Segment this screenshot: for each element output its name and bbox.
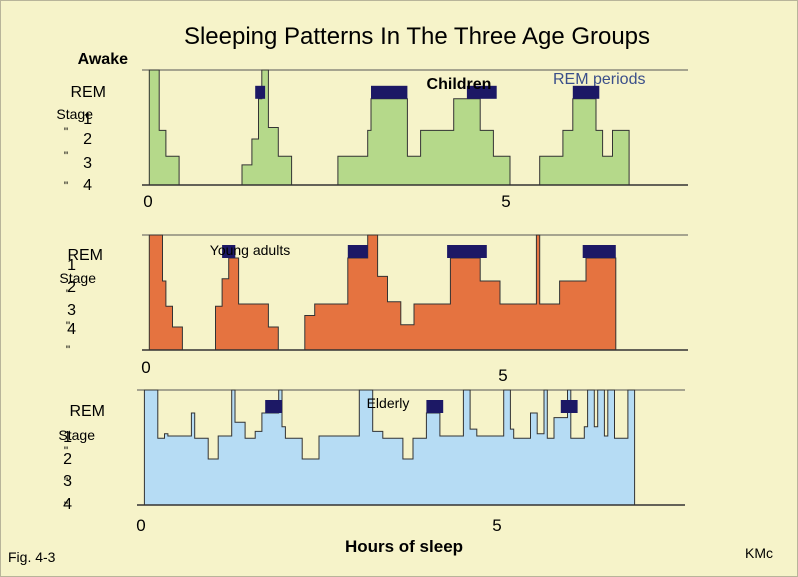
panel-2-name-label: Young adults <box>210 242 290 258</box>
panel-3-rem-bar-2 <box>426 400 444 413</box>
panel-1-x-tick-0: 0 <box>143 192 152 211</box>
panel-2-y-ditto-mark-2: " <box>66 319 70 333</box>
panel-1-y-label-stage-1: 1 <box>83 111 92 128</box>
panel-2-x-tick-5: 5 <box>498 366 507 385</box>
panel-3-rem-bar-1 <box>265 400 282 413</box>
panel-3-y-ditto-mark-1: " <box>64 444 68 458</box>
panel-3-y-label-stage-3: 3 <box>63 473 72 490</box>
panel-1-rem-bar-3 <box>466 85 497 99</box>
panel-1-sleep-segment-3 <box>337 98 511 186</box>
legend-rem-periods: REM periods <box>553 71 645 88</box>
panel-2-y-label-stage-2: 2 <box>67 279 76 296</box>
panel-3-x-tick-5: 5 <box>492 516 501 535</box>
panel-2-sleep-segment-2 <box>215 257 279 351</box>
panel-3-y-label-stage-4: 4 <box>63 496 72 513</box>
panel-1-y-ditto-mark-2: " <box>64 149 68 163</box>
panel-1-sleep-segment-1 <box>148 69 180 186</box>
panel-2-x-tick-0: 0 <box>141 358 150 377</box>
x-axis-label: Hours of sleep <box>345 537 463 556</box>
panel-2-sleep-segment-1 <box>148 234 183 351</box>
panel-2-y-label-rem: REM <box>67 247 103 264</box>
panel-1-y-label-awake: Awake <box>78 51 129 68</box>
panel-1-name-label: Children <box>427 76 492 93</box>
panel-1-sleep-segment-4 <box>539 98 630 186</box>
chart-title: Sleeping Patterns In The Three Age Group… <box>184 23 650 50</box>
panel-1-y-label-stage: Stage <box>56 106 93 122</box>
panel-2-rem-bar-4 <box>582 245 616 258</box>
panel-3-y-label-stage-1: 1 <box>63 429 72 446</box>
panel-2-y-label-stage-3: 3 <box>67 302 76 319</box>
panel-1-y-label-stage-3: 3 <box>83 155 92 172</box>
panel-1-y-ditto-mark-3: " <box>64 179 68 193</box>
panel-2-y-ditto-mark-3: " <box>66 343 70 357</box>
panel-3-y-ditto-mark-2: " <box>64 475 68 489</box>
panel-1-rem-bar-1 <box>255 85 266 99</box>
panel-1-y-label-rem: REM <box>70 84 106 101</box>
panel-3-y-label-stage: Stage <box>58 427 95 443</box>
panel-3-y-label-rem: REM <box>69 403 105 420</box>
panel-2-rem-bar-1 <box>222 245 236 258</box>
panel-3-y-label-stage-2: 2 <box>63 451 72 468</box>
panel-1-rem-bar-2 <box>371 85 408 99</box>
panel-1-x-tick-5: 5 <box>501 192 510 211</box>
panel-2-y-ditto-mark-1: " <box>66 287 70 301</box>
panel-2-y-label-stage-1: 1 <box>67 257 76 274</box>
panel-2-rem-bar-3 <box>447 245 487 258</box>
panel-2-y-label-stage: Stage <box>59 270 96 286</box>
figure-label: Fig. 4-3 <box>8 549 56 565</box>
panel-1-y-label-stage-4: 4 <box>83 177 92 194</box>
panel-1-sleep-segment-2 <box>241 69 293 186</box>
panel-3-y-ditto-mark-3: " <box>64 499 68 513</box>
panel-1-rem-bar-4 <box>572 85 600 99</box>
panel-3-x-tick-0: 0 <box>136 516 145 535</box>
panel-2-rem-bar-2 <box>347 245 368 258</box>
panel-3-name-label: Elderly <box>367 395 410 411</box>
panel-3-rem-bar-3 <box>560 400 578 413</box>
panel-1-y-label-stage-2: 2 <box>83 131 92 148</box>
author-credit: KMc <box>745 545 773 561</box>
panel-1-y-ditto-mark-1: " <box>64 125 68 139</box>
panel-2-y-label-stage-4: 4 <box>67 321 76 338</box>
